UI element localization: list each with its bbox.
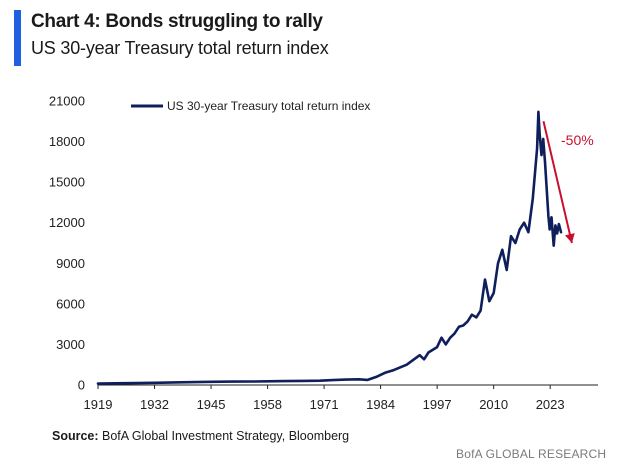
series-line-treasury-index [96,110,563,385]
annotation-arrowhead [564,233,575,243]
y-tick-label: 21000 [49,94,85,109]
line-chart: 0 3000 6000 9000 12000 15000 18000 21000 1919 193… [49,94,598,412]
x-tick-label: 2010 [479,397,508,412]
source-note: Source: BofA Global Investment Strategy,… [52,429,349,443]
x-tick-label: 1997 [423,397,452,412]
annotation-label: -50% [561,132,594,148]
y-tick-label: 3000 [56,337,85,352]
annotation-arrow [542,121,573,244]
title-accent-bar [14,10,21,66]
y-tick-label: 12000 [49,215,85,230]
y-tick-label: 9000 [56,256,85,271]
x-tick-label: 1919 [84,397,113,412]
legend-label: US 30-year Treasury total return index [167,99,370,113]
brand-footer: BofA GLOBAL RESEARCH [456,447,607,461]
chart-title: Chart 4: Bonds struggling to rally [31,11,323,32]
chart-subtitle: US 30-year Treasury total return index [31,38,329,58]
y-tick-label: 18000 [49,134,85,149]
source-text: BofA Global Investment Strategy, Bloombe… [98,429,350,443]
y-tick-label: 15000 [49,175,85,190]
y-tick-label: 0 [78,378,85,393]
y-tick-label: 6000 [56,296,85,311]
x-tick-label: 1984 [366,397,395,412]
x-tick-label: 1945 [197,397,226,412]
x-tick-label: 1971 [310,397,339,412]
x-tick-label: 1958 [253,397,282,412]
x-tick-label: 1932 [140,397,169,412]
x-tick-label: 2023 [536,397,565,412]
source-label: Source: [52,429,99,443]
